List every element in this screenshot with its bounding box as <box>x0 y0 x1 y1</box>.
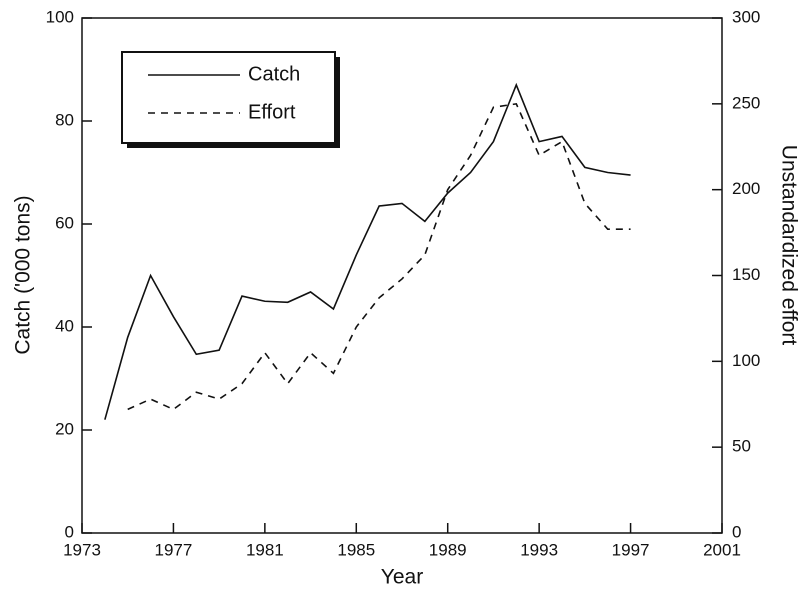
y2-tick-label: 250 <box>732 93 760 112</box>
y-tick-label: 80 <box>55 110 74 129</box>
y-tick-label: 60 <box>55 213 74 232</box>
legend-box <box>121 51 336 144</box>
x-tick-label: 1993 <box>520 540 558 559</box>
y2-tick-label: 0 <box>732 522 741 541</box>
legend-label: Effort <box>248 101 296 123</box>
y-tick-label: 0 <box>65 522 74 541</box>
y2-tick-label: 300 <box>732 7 760 26</box>
x-tick-label: 2001 <box>703 540 741 559</box>
series-line <box>127 102 631 411</box>
y2-tick-label: 50 <box>732 437 751 456</box>
y2-axis-label: Unstandardized effort <box>777 145 800 346</box>
x-tick-label: 1997 <box>612 540 650 559</box>
y-tick-label: 40 <box>55 316 74 335</box>
y-axis-label: Catch ('000 tons) <box>12 195 35 354</box>
legend <box>121 51 340 148</box>
legend-label: Catch <box>248 63 300 85</box>
series-line <box>104 82 631 420</box>
x-tick-label: 1989 <box>429 540 467 559</box>
x-tick-label: 1977 <box>155 540 193 559</box>
y2-tick-label: 150 <box>732 265 760 284</box>
y-tick-label: 20 <box>55 419 74 438</box>
x-tick-label: 1985 <box>337 540 375 559</box>
y2-tick-label: 100 <box>732 351 760 370</box>
x-axis-label: Year <box>381 566 423 589</box>
x-tick-label: 1973 <box>63 540 101 559</box>
x-tick-label: 1981 <box>246 540 284 559</box>
y-tick-label: 100 <box>46 7 74 26</box>
y2-tick-label: 200 <box>732 179 760 198</box>
